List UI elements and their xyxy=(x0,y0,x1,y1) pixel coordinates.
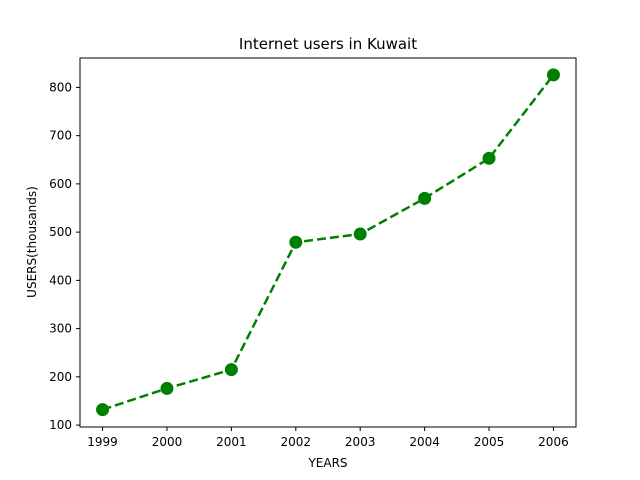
x-axis-label: YEARS xyxy=(307,456,347,470)
y-tick-label: 800 xyxy=(49,80,72,94)
x-tick-label: 1999 xyxy=(87,435,118,449)
data-point xyxy=(482,151,496,165)
y-tick-label: 600 xyxy=(49,177,72,191)
y-tick-label: 500 xyxy=(49,225,72,239)
x-tick-label: 2005 xyxy=(474,435,505,449)
data-point xyxy=(353,227,367,241)
series-layer xyxy=(96,68,560,417)
x-tick-label: 2004 xyxy=(409,435,440,449)
y-tick-label: 300 xyxy=(49,322,72,336)
y-axis-label: USERS(thousands) xyxy=(25,186,39,298)
plot-area-frame xyxy=(79,57,577,428)
x-tick-label: 2003 xyxy=(345,435,376,449)
data-point xyxy=(224,363,238,377)
y-tick-label: 100 xyxy=(49,418,72,432)
y-axis: 100 200 300 400 500 600 700 800 xyxy=(49,80,80,432)
x-tick-label: 2000 xyxy=(152,435,183,449)
series-line xyxy=(102,74,555,411)
data-point xyxy=(289,235,303,249)
data-point xyxy=(96,403,110,417)
y-tick-label: 200 xyxy=(49,370,72,384)
x-tick-label: 2002 xyxy=(281,435,312,449)
y-tick-label: 700 xyxy=(49,129,72,143)
x-axis: 1999 2000 2001 2002 2003 2004 2005 2006 xyxy=(87,427,569,449)
y-tick-label: 400 xyxy=(49,273,72,287)
x-tick-label: 2006 xyxy=(538,435,569,449)
data-point xyxy=(160,381,174,395)
chart-title: Internet users in Kuwait xyxy=(239,35,417,53)
data-point xyxy=(546,68,560,82)
data-point xyxy=(418,191,432,205)
x-tick-label: 2001 xyxy=(216,435,247,449)
